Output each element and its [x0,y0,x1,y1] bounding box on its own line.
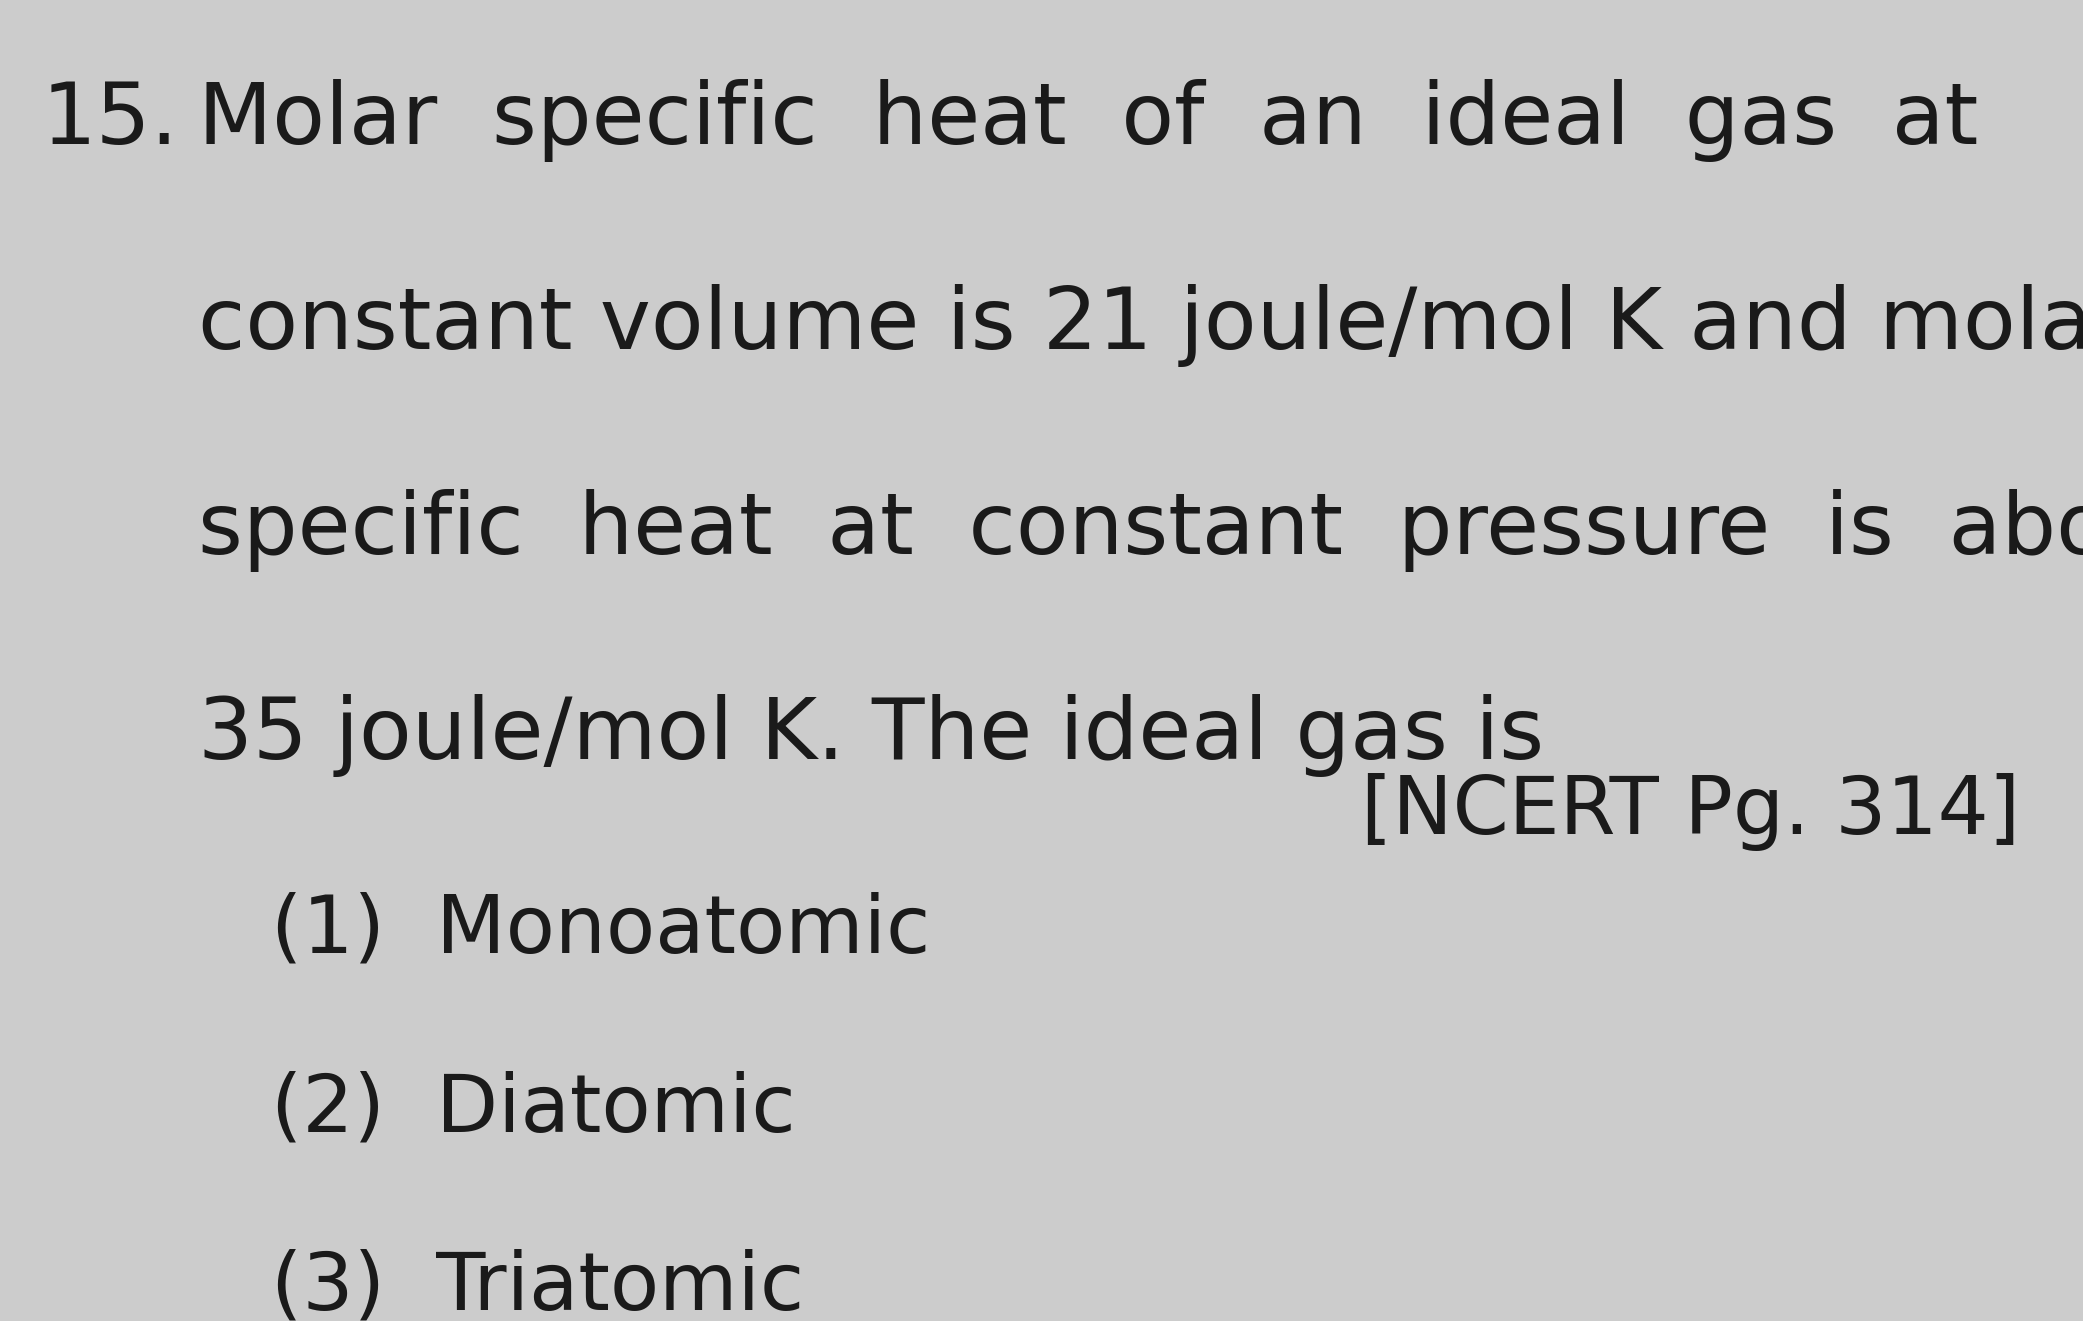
Text: constant volume is 21 joule/mol K and molar: constant volume is 21 joule/mol K and mo… [198,284,2083,367]
Text: 35 joule/mol K. The ideal gas is: 35 joule/mol K. The ideal gas is [198,694,1544,777]
Text: Molar  specific  heat  of  an  ideal  gas  at: Molar specific heat of an ideal gas at [198,79,1979,162]
Text: specific  heat  at  constant  pressure  is  about: specific heat at constant pressure is ab… [198,489,2083,572]
Text: (2)  Diatomic: (2) Diatomic [271,1070,796,1148]
Text: [NCERT Pg. 314]: [NCERT Pg. 314] [1362,773,2021,851]
Text: 15.: 15. [42,79,179,162]
Text: (1)  Monoatomic: (1) Monoatomic [271,892,929,970]
Text: (3)  Triatomic: (3) Triatomic [271,1248,804,1321]
